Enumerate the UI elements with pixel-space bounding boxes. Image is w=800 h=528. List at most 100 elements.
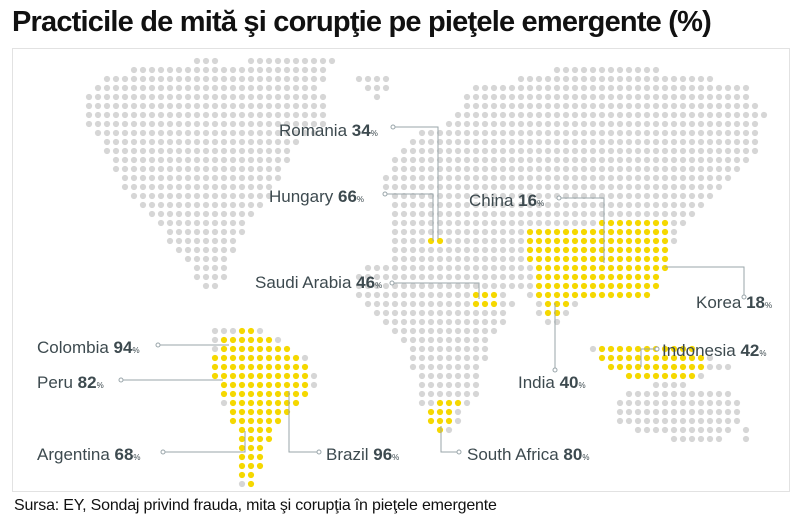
- land-dot: [229, 147, 237, 155]
- land-dot: [373, 291, 381, 299]
- land-dot: [697, 183, 705, 191]
- land-dot: [526, 129, 534, 137]
- land-dot: [715, 102, 723, 110]
- highlight-dot: [220, 345, 228, 353]
- highlight-dot: [247, 399, 255, 407]
- land-dot: [400, 147, 408, 155]
- land-dot: [643, 174, 651, 182]
- land-dot: [616, 138, 624, 146]
- land-dot: [751, 129, 759, 137]
- land-dot: [202, 246, 210, 254]
- land-dot: [706, 165, 714, 173]
- land-dot: [409, 291, 417, 299]
- land-dot: [193, 84, 201, 92]
- land-dot: [634, 399, 642, 407]
- land-dot: [112, 165, 120, 173]
- land-dot: [490, 93, 498, 101]
- highlight-dot: [652, 246, 660, 254]
- land-dot: [616, 210, 624, 218]
- land-dot: [202, 84, 210, 92]
- land-dot: [706, 435, 714, 443]
- land-dot: [436, 255, 444, 263]
- land-dot: [373, 273, 381, 281]
- highlight-dot: [679, 345, 687, 353]
- highlight-dot: [220, 372, 228, 380]
- land-dot: [256, 84, 264, 92]
- land-dot: [589, 156, 597, 164]
- land-dot: [535, 192, 543, 200]
- land-dot: [139, 84, 147, 92]
- land-dot: [553, 102, 561, 110]
- land-dot: [445, 336, 453, 344]
- land-dot: [598, 120, 606, 128]
- land-dot: [733, 111, 741, 119]
- land-dot: [607, 201, 615, 209]
- land-dot: [463, 264, 471, 272]
- land-dot: [274, 165, 282, 173]
- land-dot: [607, 75, 615, 83]
- land-dot: [742, 147, 750, 155]
- highlight-dot: [634, 237, 642, 245]
- land-dot: [121, 102, 129, 110]
- highlight-dot: [589, 246, 597, 254]
- land-dot: [526, 75, 534, 83]
- highlight-dot: [229, 408, 237, 416]
- highlight-dot: [238, 372, 246, 380]
- highlight-dot: [652, 372, 660, 380]
- land-dot: [517, 210, 525, 218]
- leader-lines: [118, 124, 747, 455]
- land-dot: [220, 102, 228, 110]
- land-dot: [220, 156, 228, 164]
- land-dot: [454, 120, 462, 128]
- land-dot: [391, 174, 399, 182]
- land-dot: [670, 102, 678, 110]
- land-dot: [481, 147, 489, 155]
- land-dot: [229, 93, 237, 101]
- land-dot: [661, 147, 669, 155]
- highlight-dot: [580, 228, 588, 236]
- land-dot: [607, 183, 615, 191]
- land-dot: [481, 102, 489, 110]
- land-dot: [661, 201, 669, 209]
- land-dot: [121, 156, 129, 164]
- land-dot: [463, 237, 471, 245]
- land-dot: [571, 174, 579, 182]
- highlight-dot: [247, 417, 255, 425]
- land-dot: [157, 120, 165, 128]
- land-dot: [571, 156, 579, 164]
- land-dot: [409, 138, 417, 146]
- land-dot: [130, 156, 138, 164]
- land-dot: [634, 111, 642, 119]
- highlight-dot: [265, 426, 273, 434]
- highlight-dot: [607, 255, 615, 263]
- land-dot: [652, 102, 660, 110]
- land-dot: [229, 120, 237, 128]
- land-dot: [652, 408, 660, 416]
- land-dot: [193, 228, 201, 236]
- highlight-dot: [544, 246, 552, 254]
- land-dot: [526, 291, 534, 299]
- land-dot: [229, 174, 237, 182]
- land-dot: [139, 147, 147, 155]
- land-dot: [274, 93, 282, 101]
- land-dot: [247, 129, 255, 137]
- land-dot: [148, 183, 156, 191]
- land-dot: [499, 138, 507, 146]
- land-dot: [445, 183, 453, 191]
- land-dot: [436, 345, 444, 353]
- land-dot: [211, 282, 219, 290]
- land-dot: [652, 417, 660, 425]
- land-dot: [490, 264, 498, 272]
- land-dot: [517, 156, 525, 164]
- land-dot: [589, 138, 597, 146]
- land-dot: [175, 66, 183, 74]
- land-dot: [166, 156, 174, 164]
- land-dot: [301, 57, 309, 65]
- land-dot: [742, 93, 750, 101]
- land-dot: [508, 300, 516, 308]
- land-dot: [265, 57, 273, 65]
- land-dot: [319, 120, 327, 128]
- highlight-dot: [580, 246, 588, 254]
- land-dot: [130, 120, 138, 128]
- land-dot: [625, 210, 633, 218]
